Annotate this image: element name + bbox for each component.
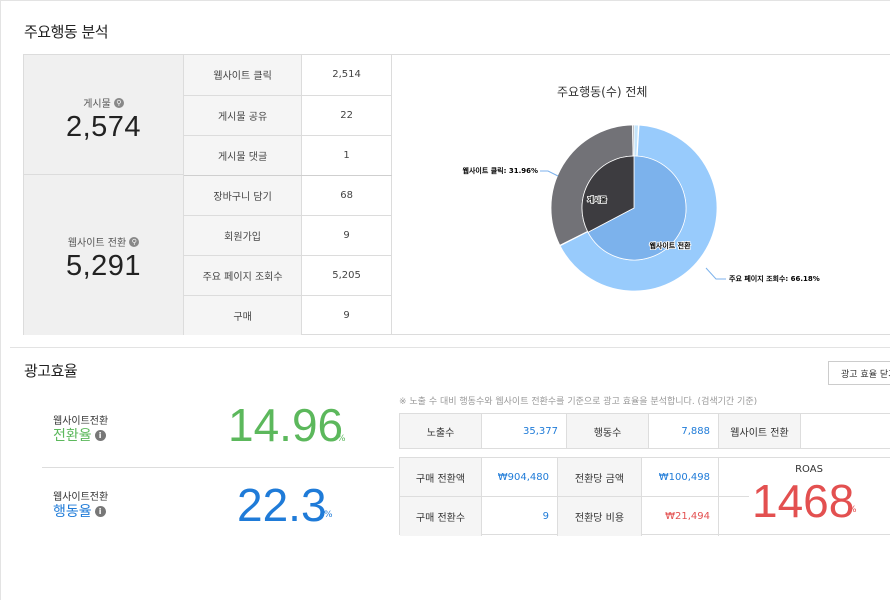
table-row: 주요 페이지 조회수 5,205 [184, 255, 392, 296]
per-conversion-cost-value: ₩21,494 [642, 497, 719, 536]
table-row: 게시물 공유 22 [184, 95, 392, 136]
web-conversion-label-wrap[interactable]: 웹사이트 전환 ⚲ [67, 234, 140, 249]
purchase-count-value: 9 [482, 497, 558, 536]
metric-name: 게시물 공유 [184, 95, 303, 136]
table-row: 구매 전환수 9 전환당 비용 ₩21,494 [400, 497, 749, 536]
action-rate-sub: 웹사이트전환 [53, 492, 109, 503]
roas-unit: % [848, 505, 857, 515]
web-conversion-label: 웹사이트 전환 [67, 238, 127, 249]
per-conversion-cost-label: 전환당 비용 [558, 497, 642, 536]
metric-value: 1 [301, 135, 392, 176]
impressions-row: 노출수 35,377 행동수 7,888 웹사이트 전환 [399, 413, 890, 449]
purchase-count-label: 구매 전환수 [400, 497, 482, 536]
metric-value: 9 [301, 215, 392, 256]
table-row: 웹사이트 클릭 2,514 [184, 55, 392, 96]
conversion-rate-row: 웹사이트전환 전환율 i 14.96 % [42, 398, 394, 466]
behavior-title: 주요행동 분석 [24, 23, 109, 41]
action-rate-row: 웹사이트전환 행동율 i 22.3 % [42, 474, 394, 542]
table-row: 회원가입 9 [184, 215, 392, 256]
behavior-panel: 게시물 ⚲ 2,574 웹사이트 전환 ⚲ 5,291 웹사이트 클릭 2,51… [23, 54, 890, 335]
web-conversion-summary: 웹사이트 전환 ⚲ 5,291 [24, 175, 184, 335]
metric-value: 68 [301, 175, 392, 216]
posts-summary: 게시물 ⚲ 2,574 [24, 55, 184, 175]
action-rate-value: 22.3 [237, 479, 327, 531]
web-conversion-label: 웹사이트 전환 [719, 414, 801, 448]
chart-title: 주요행동(수) 전체 [557, 85, 648, 99]
roas-value: 1468 [752, 475, 855, 527]
table-row: 구매 9 [184, 295, 392, 335]
metric-name: 회원가입 [184, 215, 303, 256]
metric-name: 웹사이트 클릭 [184, 55, 303, 96]
info-icon[interactable]: i [94, 429, 106, 441]
action-rate-label: 행동율 [53, 504, 92, 520]
metric-value: 5,205 [301, 255, 392, 296]
conversion-rate-label: 전환율 [53, 428, 92, 444]
metric-value: 9 [301, 295, 392, 335]
metric-name: 구매 [184, 295, 303, 335]
conversion-rate-unit: % [337, 434, 346, 444]
conversion-rate-sub: 웹사이트전환 [53, 416, 109, 427]
table-row: 장바구니 담기 68 [184, 175, 392, 216]
actions-value: 7,888 [649, 414, 719, 448]
info-icon[interactable]: i [94, 505, 106, 517]
analysis-note: ※ 노출 수 대비 행동수와 웹사이트 전환수를 기준으로 광고 효율을 분석합… [399, 397, 758, 407]
posts-total: 2,574 [65, 111, 142, 143]
ad-efficiency-title: 광고효율 [24, 362, 78, 380]
conversion-rate-value: 14.96 [228, 399, 344, 451]
search-icon[interactable]: ⚲ [129, 236, 140, 247]
conversion-rate-main-wrap[interactable]: 전환율 i [53, 425, 106, 445]
purchase-grid: 구매 전환액 ₩904,480 전환당 금액 ₩100,498 구매 전환수 9… [399, 457, 890, 536]
metric-name: 장바구니 담기 [184, 175, 303, 216]
purchase-amount-value: ₩904,480 [482, 458, 558, 496]
metric-value: 2,514 [301, 55, 392, 96]
per-conversion-amount-label: 전환당 금액 [558, 458, 642, 496]
table-row: 게시물 댓글 1 [184, 135, 392, 176]
behavior-metrics-table: 웹사이트 클릭 2,514 게시물 공유 22 게시물 댓글 1 장바구니 담기… [184, 55, 392, 335]
per-conversion-amount-value: ₩100,498 [642, 458, 719, 496]
close-ad-efficiency-button[interactable]: 광고 효율 닫기 [828, 361, 890, 385]
metric-value: 22 [301, 95, 392, 136]
impressions-label: 노출수 [400, 414, 482, 448]
section-divider [10, 347, 890, 348]
search-icon[interactable]: ⚲ [113, 97, 124, 108]
purchase-amount-label: 구매 전환액 [400, 458, 482, 496]
action-rate-unit: % [324, 510, 333, 520]
actions-label: 행동수 [567, 414, 649, 448]
metric-name: 게시물 댓글 [184, 135, 303, 176]
posts-label: 게시물 [83, 99, 111, 110]
action-rate-main-wrap[interactable]: 행동율 i [53, 501, 106, 521]
roas-label: ROAS [795, 464, 823, 475]
impressions-value: 35,377 [482, 414, 567, 448]
efficiency-divider [42, 467, 394, 468]
table-row: 구매 전환액 ₩904,480 전환당 금액 ₩100,498 [400, 458, 749, 497]
posts-label-wrap[interactable]: 게시물 ⚲ [83, 95, 124, 110]
web-conversion-total: 5,291 [65, 250, 142, 282]
metric-name: 주요 페이지 조회수 [184, 255, 303, 296]
